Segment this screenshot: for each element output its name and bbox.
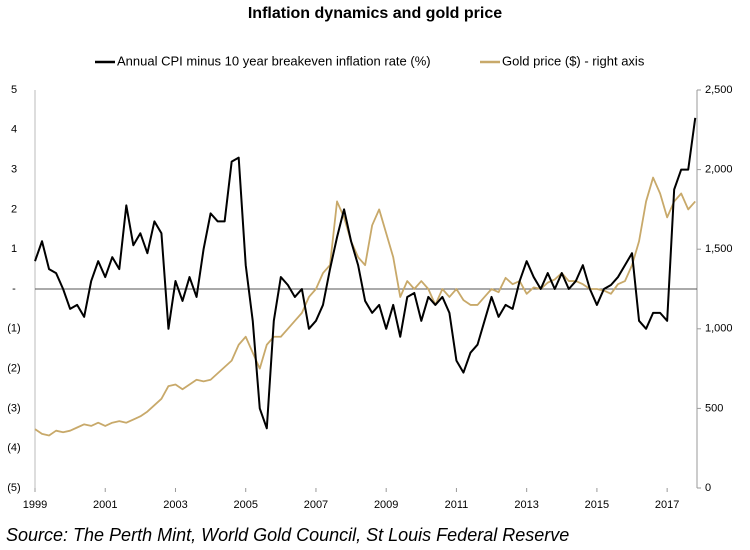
x-tick-label: 2011: [445, 499, 469, 511]
y-tick-label: (4): [7, 442, 20, 454]
source-note: Source: The Perth Mint, World Gold Counc…: [6, 525, 569, 545]
y2-tick-label: 2,000: [705, 164, 733, 176]
y-tick-label: 4: [11, 124, 17, 136]
y-tick-label: (5): [7, 482, 20, 494]
x-tick-label: 2007: [304, 499, 328, 511]
y2-tick-label: 500: [705, 402, 723, 414]
chart-title: Inflation dynamics and gold price: [248, 5, 502, 22]
legend-label: Gold price ($) - right axis: [502, 53, 645, 68]
x-tick-label: 2017: [655, 499, 679, 511]
y-tick-label: 1: [11, 243, 17, 255]
y-tick-label: 2: [11, 203, 17, 215]
x-tick-label: 2015: [585, 499, 609, 511]
x-tick-label: 2005: [233, 499, 257, 511]
y-tick-label: (2): [7, 363, 20, 375]
series-line: [34, 117, 697, 430]
series-line: [34, 176, 696, 437]
y-tick-label: 3: [11, 164, 17, 176]
y-tick-label: (3): [7, 402, 20, 414]
legend-label: Annual CPI minus 10 year breakeven infla…: [117, 53, 431, 68]
y2-tick-label: 2,500: [705, 84, 733, 96]
x-tick-label: 2003: [163, 499, 187, 511]
y-tick-label: -: [12, 283, 16, 295]
x-tick-label: 2001: [93, 499, 117, 511]
y2-tick-label: 1,500: [705, 243, 733, 255]
y-tick-label: 5: [11, 84, 17, 96]
x-tick-label: 2013: [514, 499, 538, 511]
x-tick-label: 2009: [374, 499, 398, 511]
x-tick-label: 1999: [23, 499, 47, 511]
y2-tick-label: 1,000: [705, 323, 733, 335]
y2-tick-label: 0: [705, 482, 711, 494]
y-tick-label: (1): [7, 323, 20, 335]
